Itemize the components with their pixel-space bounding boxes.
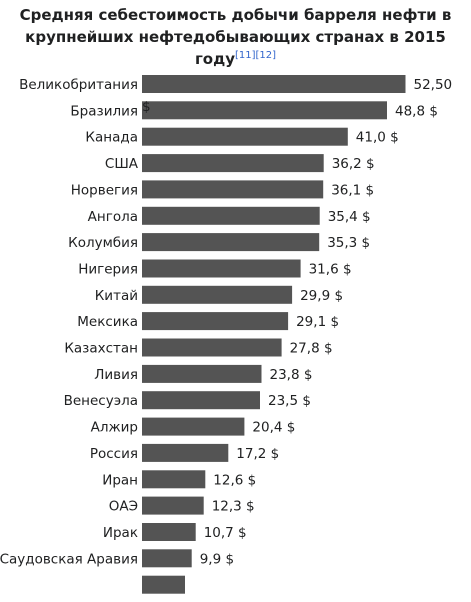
value-label: 31,6 $ (309, 262, 352, 278)
category-label: Ливия (94, 367, 138, 383)
value-label: 20,4 $ (252, 420, 295, 436)
bars-layer (142, 75, 406, 594)
category-label: Колумбия (68, 235, 138, 251)
value-label: 29,9 $ (300, 288, 343, 304)
chart-title-line-1: Средняя себестоимость добычи барреля неф… (19, 6, 452, 24)
category-label: Саудовская Аравия (0, 551, 138, 567)
category-label: Ирак (103, 525, 138, 541)
bar (142, 417, 245, 436)
category-label: Бразилия (70, 103, 138, 119)
bar (142, 391, 260, 410)
category-label: Канада (85, 130, 138, 146)
bar (142, 259, 301, 278)
category-label: Иран (102, 472, 138, 488)
category-label: Россия (90, 446, 138, 462)
chart-title-last-word: году (194, 50, 235, 68)
reference-links[interactable]: [11][12] (234, 50, 277, 61)
bar (142, 285, 293, 304)
value-label: 35,4 $ (328, 209, 371, 225)
value-label: 29,1 $ (296, 314, 339, 330)
bar (142, 364, 262, 383)
chart-title-line-2: крупнейших нефтедобывающих странах в 201… (25, 28, 446, 46)
bar (142, 549, 192, 568)
bar (142, 75, 406, 93)
category-label: Казахстан (64, 341, 138, 357)
bar (142, 312, 289, 331)
bar (142, 233, 320, 252)
value-label: 48,8 $ (395, 103, 438, 119)
value-label: 23,5 $ (268, 393, 311, 409)
category-label: Мексика (77, 314, 138, 330)
category-label: Нигерия (78, 262, 138, 278)
value-label: 23,8 $ (270, 367, 313, 383)
value-label: 27,8 $ (290, 341, 333, 357)
value-label: 36,1 $ (331, 182, 374, 198)
bar (142, 496, 204, 515)
category-label: США (105, 156, 139, 172)
bar (142, 206, 320, 225)
bar (142, 523, 196, 541)
category-label: ОАЭ (109, 499, 138, 515)
value-label: 12,6 $ (213, 472, 256, 488)
value-label: 10,7 $ (204, 525, 247, 541)
bar (142, 180, 324, 199)
category-label: Великобритания (19, 77, 138, 93)
chart-title-line-3: году[11][12] (0, 48, 471, 70)
bar (142, 338, 282, 357)
chart-title: Средняя себестоимость добычи барреля неф… (0, 4, 471, 70)
category-label: Алжир (91, 420, 138, 436)
category-label: Китай (95, 288, 138, 304)
value-label: 35,3 $ (327, 235, 370, 251)
value-label: 12,3 $ (212, 499, 255, 515)
bar (142, 127, 348, 146)
value-label: 9,9 $ (200, 551, 234, 567)
bar-partial (142, 575, 185, 594)
category-label: Норвегия (71, 182, 138, 198)
bar (142, 470, 206, 489)
category-label: Ангола (88, 209, 138, 225)
value-label: 52,50 $ (142, 77, 452, 115)
category-label: Венесуэла (64, 393, 138, 409)
value-label: 17,2 $ (236, 446, 279, 462)
value-labels: 52,50 $48,8 $ 41,0 $ 36,2 $ 36,1 $ 35,4 $ 35,3… (142, 77, 452, 567)
category-labels: Великобритания Бразилия Канада США Норвегия А… (0, 77, 139, 567)
value-label: 36,2 $ (332, 156, 375, 172)
bar (142, 443, 229, 462)
value-label: 41,0 $ (356, 130, 399, 146)
bar (142, 154, 324, 173)
bar (142, 101, 387, 120)
